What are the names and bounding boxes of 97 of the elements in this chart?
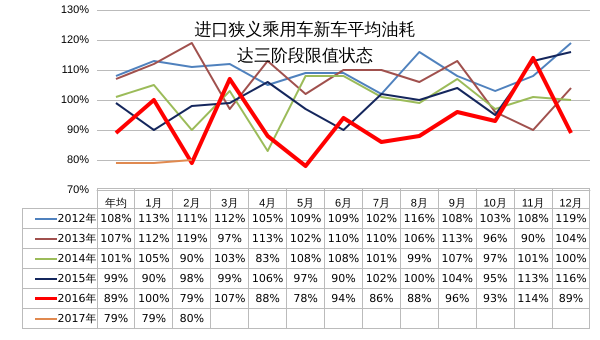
data-label: 111% — [172, 208, 211, 228]
y-tick-label: 130% — [60, 4, 90, 16]
data-label: 83% — [248, 248, 287, 268]
data-label: 80% — [172, 308, 211, 328]
data-label: 90% — [172, 248, 211, 268]
data-label: 107% — [438, 248, 476, 268]
data-label: 110% — [362, 228, 400, 248]
data-label: 89% — [97, 288, 135, 308]
data-label: 98% — [172, 268, 211, 288]
legend-label: 2012年 — [22, 208, 97, 228]
data-label: 108% — [286, 248, 325, 268]
x-tick-label: 5月 — [297, 198, 314, 210]
data-label: 106% — [400, 228, 438, 248]
data-label: 108% — [324, 248, 362, 268]
data-label: 97% — [476, 248, 514, 268]
data-label: 86% — [362, 288, 400, 308]
data-label: 88% — [248, 288, 287, 308]
data-label: 103% — [210, 248, 249, 268]
data-label: 113% — [134, 208, 173, 228]
y-tick-label: 90% — [66, 124, 90, 136]
data-label: 109% — [324, 208, 362, 228]
data-label: 102% — [362, 208, 400, 228]
data-label: 107% — [210, 288, 249, 308]
data-label: 90% — [134, 268, 173, 288]
data-label: 96% — [438, 288, 476, 308]
data-label: 93% — [476, 288, 514, 308]
data-label: 110% — [324, 228, 362, 248]
data-label: 100% — [400, 268, 438, 288]
data-label: 99% — [97, 268, 135, 288]
data-label: 113% — [248, 228, 287, 248]
data-label: 99% — [210, 268, 249, 288]
data-label: 101% — [97, 248, 135, 268]
x-tick-label: 8月 — [410, 198, 428, 210]
x-tick-label: 10月 — [484, 198, 507, 210]
data-label: 89% — [552, 288, 590, 308]
y-tick-label: 120% — [60, 34, 90, 46]
data-label: 100% — [552, 248, 590, 268]
x-tick-label: 6月 — [334, 198, 352, 210]
data-label: 107% — [97, 228, 135, 248]
data-label: 79% — [134, 308, 173, 328]
x-tick-label: 11月 — [522, 198, 544, 210]
data-label: 78% — [286, 288, 325, 308]
data-label: 101% — [514, 248, 552, 268]
data-label: 116% — [552, 268, 590, 288]
x-tick-label: 1月 — [145, 198, 162, 210]
data-label: 79% — [97, 308, 135, 328]
data-label: 112% — [210, 208, 249, 228]
data-label: 96% — [476, 228, 514, 248]
legend-label: 2013年 — [22, 228, 97, 248]
data-label: 109% — [286, 208, 325, 228]
data-label: 88% — [400, 288, 438, 308]
data-label: 114% — [514, 288, 552, 308]
data-label: 101% — [362, 248, 400, 268]
data-label: 104% — [438, 268, 476, 288]
legend-label: 2016年 — [22, 288, 97, 308]
data-label: 102% — [286, 228, 325, 248]
data-label: 108% — [97, 208, 135, 228]
x-tick-label: 3月 — [221, 198, 238, 210]
x-tick-label: 4月 — [259, 198, 276, 210]
data-label: 94% — [324, 288, 362, 308]
x-tick-label: 年均 — [104, 198, 127, 210]
data-label: 79% — [172, 288, 211, 308]
y-tick-label: 80% — [66, 154, 90, 166]
data-label: 106% — [248, 268, 287, 288]
data-label: 102% — [362, 268, 400, 288]
data-label: 90% — [514, 228, 552, 248]
legend-label: 2017年 — [22, 308, 97, 328]
x-tick-label: 7月 — [372, 198, 390, 210]
data-label: 112% — [134, 228, 173, 248]
data-label: 116% — [400, 208, 438, 228]
data-label: 100% — [134, 288, 173, 308]
data-label: 97% — [210, 228, 249, 248]
data-label: 95% — [476, 268, 514, 288]
data-label: 108% — [514, 208, 552, 228]
data-label: 105% — [248, 208, 287, 228]
data-label: 103% — [476, 208, 514, 228]
data-label: 104% — [552, 228, 590, 248]
y-tick-label: 100% — [60, 94, 90, 106]
data-label: 105% — [134, 248, 173, 268]
line-series — [114, 75, 572, 152]
data-label: 119% — [552, 208, 590, 228]
data-label: 113% — [438, 228, 476, 248]
x-tick-label: 2月 — [183, 198, 200, 210]
line-series — [114, 42, 572, 95]
data-label: 90% — [324, 268, 362, 288]
y-tick-label: 70% — [66, 184, 90, 196]
data-label: 113% — [514, 268, 552, 288]
legend-label: 2014年 — [22, 248, 97, 268]
legend-label: 2015年 — [22, 268, 97, 288]
data-label: 99% — [400, 248, 438, 268]
y-tick-label: 110% — [62, 64, 90, 76]
x-tick-label: 12月 — [559, 198, 583, 210]
data-label: 108% — [438, 208, 476, 228]
x-tick-label: 9月 — [448, 198, 466, 210]
text: 进口狭义乘用车新车平均油耗达三阶段限值状态 — [194, 20, 416, 66]
data-label: 119% — [172, 228, 211, 248]
data-label: 97% — [286, 268, 325, 288]
